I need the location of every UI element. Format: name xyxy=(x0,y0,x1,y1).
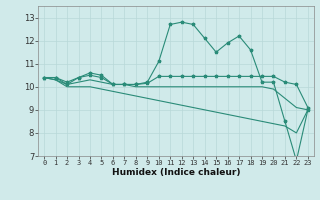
X-axis label: Humidex (Indice chaleur): Humidex (Indice chaleur) xyxy=(112,168,240,177)
